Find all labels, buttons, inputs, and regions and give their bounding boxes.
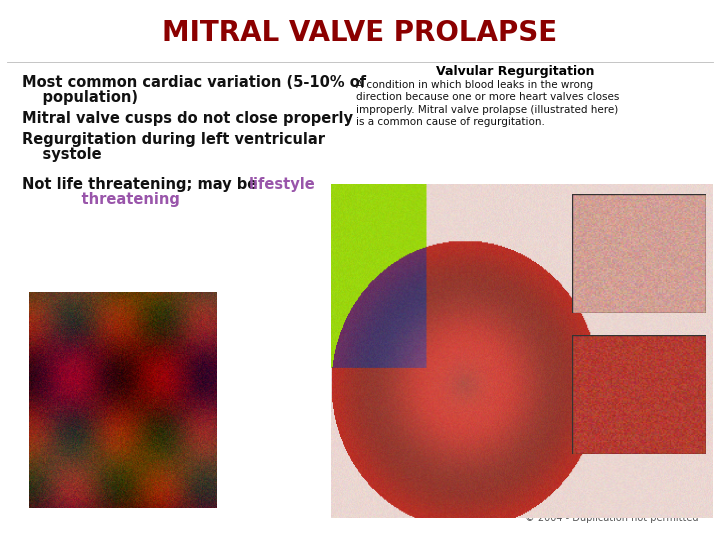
Text: Normal
flow: Normal flow bbox=[428, 219, 465, 240]
Text: MITRAL VALVE PROLAPSE: MITRAL VALVE PROLAPSE bbox=[163, 19, 557, 47]
Text: Not life threatening; may be: Not life threatening; may be bbox=[22, 177, 262, 192]
Text: A condition in which blood leaks in the wrong
direction because one or more hear: A condition in which blood leaks in the … bbox=[356, 80, 620, 127]
Text: Regurgitation during left ventricular: Regurgitation during left ventricular bbox=[22, 132, 325, 147]
Text: threatening: threatening bbox=[61, 192, 180, 207]
Text: lifestyle: lifestyle bbox=[249, 177, 316, 192]
Bar bbox=[572, 194, 706, 313]
Bar bbox=[572, 335, 706, 454]
Text: Valvular Regurgitation: Valvular Regurgitation bbox=[436, 65, 594, 78]
Text: © 2004 - Duplication not permitted: © 2004 - Duplication not permitted bbox=[525, 512, 698, 523]
Text: Mitral valve cusps do not close properly: Mitral valve cusps do not close properly bbox=[22, 111, 353, 126]
Text: Normal: Normal bbox=[617, 327, 662, 337]
Text: systole: systole bbox=[22, 147, 102, 162]
Text: population): population) bbox=[22, 90, 138, 105]
Text: Most common cardiac variation (5-10% of: Most common cardiac variation (5-10% of bbox=[22, 75, 366, 90]
Text: Regurgitation: Regurgitation bbox=[596, 460, 683, 470]
